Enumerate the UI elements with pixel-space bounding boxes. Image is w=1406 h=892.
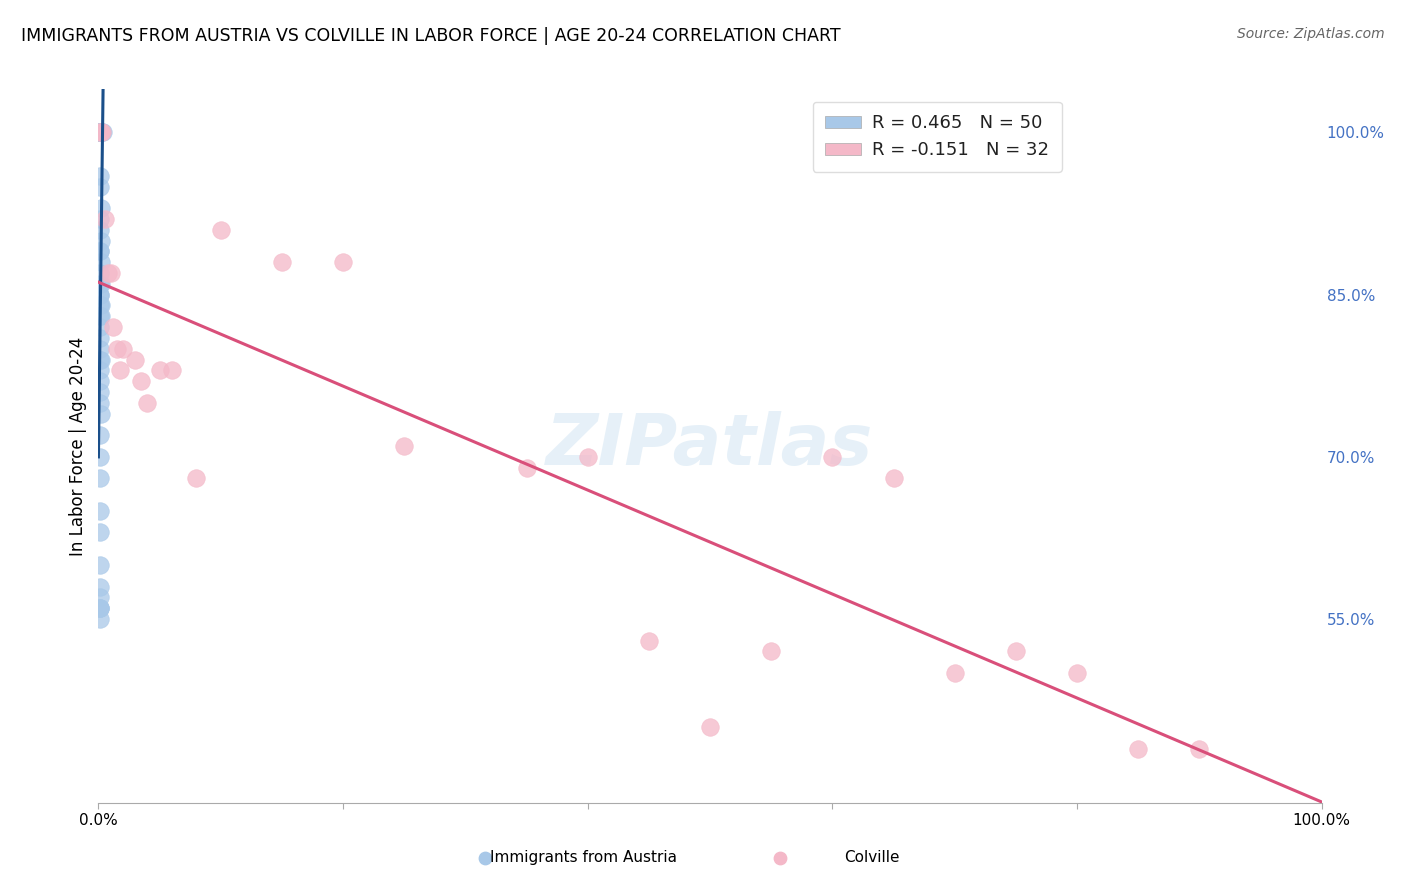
Point: [89, 612, 111, 626]
Text: Source: ZipAtlas.com: Source: ZipAtlas.com: [1237, 27, 1385, 41]
Point: [149, 363, 172, 377]
Point: [89, 450, 111, 464]
Point: [89, 169, 111, 183]
Point: [515, 460, 537, 475]
Point: [89, 558, 111, 572]
Point: [90, 255, 112, 269]
Point: [90, 125, 112, 139]
Point: [1128, 741, 1150, 756]
Point: [392, 439, 416, 453]
Point: [89, 352, 111, 367]
Point: [699, 720, 721, 734]
Point: [91, 125, 114, 139]
Point: [89, 363, 111, 377]
Point: [124, 352, 146, 367]
Point: [89, 125, 111, 139]
Point: [89, 428, 111, 442]
Point: [89, 331, 111, 345]
Point: [111, 342, 134, 356]
Point: [90, 277, 112, 291]
Point: [761, 644, 783, 658]
Point: [89, 310, 111, 324]
Text: ZIPatlas: ZIPatlas: [547, 411, 873, 481]
Point: [90, 298, 112, 312]
Point: [1066, 666, 1088, 681]
Text: Immigrants from Austria: Immigrants from Austria: [489, 850, 678, 865]
Point: [97, 266, 120, 280]
Point: [186, 471, 208, 485]
Point: [90, 201, 112, 215]
Point: [332, 255, 354, 269]
Point: [89, 211, 111, 226]
Point: [883, 471, 905, 485]
Point: [89, 277, 111, 291]
Text: IMMIGRANTS FROM AUSTRIA VS COLVILLE IN LABOR FORCE | AGE 20-24 CORRELATION CHART: IMMIGRANTS FROM AUSTRIA VS COLVILLE IN L…: [21, 27, 841, 45]
Point: [105, 342, 128, 356]
Point: [89, 396, 111, 410]
Point: [89, 471, 111, 485]
Point: [89, 125, 111, 139]
Point: [89, 125, 111, 139]
Point: [89, 384, 111, 399]
Point: [100, 266, 122, 280]
Point: [129, 374, 152, 388]
Point: [89, 601, 111, 615]
Legend: R = 0.465   N = 50, R = -0.151   N = 32: R = 0.465 N = 50, R = -0.151 N = 32: [813, 102, 1062, 172]
Point: [91, 125, 114, 139]
Point: [89, 125, 111, 139]
Point: [89, 525, 111, 540]
Point: [89, 287, 111, 301]
Point: [90, 234, 112, 248]
Point: [101, 320, 124, 334]
Y-axis label: In Labor Force | Age 20-24: In Labor Force | Age 20-24: [69, 336, 87, 556]
Point: [89, 342, 111, 356]
Point: [89, 287, 111, 301]
Point: [89, 320, 111, 334]
Point: [89, 591, 111, 605]
Point: [89, 125, 111, 139]
Point: [91, 125, 114, 139]
Point: [474, 851, 496, 865]
Point: [89, 266, 111, 280]
Point: [93, 211, 115, 226]
Point: [90, 310, 112, 324]
Point: [110, 363, 132, 377]
Point: [90, 407, 112, 421]
Point: [89, 244, 111, 259]
Point: [576, 450, 599, 464]
Point: [89, 298, 111, 312]
Point: [821, 450, 844, 464]
Point: [1004, 644, 1026, 658]
Point: [90, 125, 112, 139]
Point: [89, 374, 111, 388]
Point: [89, 504, 111, 518]
Point: [89, 125, 111, 139]
Point: [769, 851, 792, 865]
Text: Colville: Colville: [844, 850, 900, 865]
Point: [89, 244, 111, 259]
Point: [1188, 741, 1211, 756]
Point: [90, 352, 112, 367]
Point: [90, 125, 112, 139]
Point: [89, 580, 111, 594]
Point: [90, 125, 112, 139]
Point: [160, 363, 183, 377]
Point: [89, 223, 111, 237]
Point: [89, 179, 111, 194]
Point: [943, 666, 966, 681]
Point: [638, 633, 661, 648]
Point: [136, 396, 159, 410]
Point: [89, 601, 111, 615]
Point: [89, 601, 111, 615]
Point: [270, 255, 294, 269]
Point: [209, 223, 232, 237]
